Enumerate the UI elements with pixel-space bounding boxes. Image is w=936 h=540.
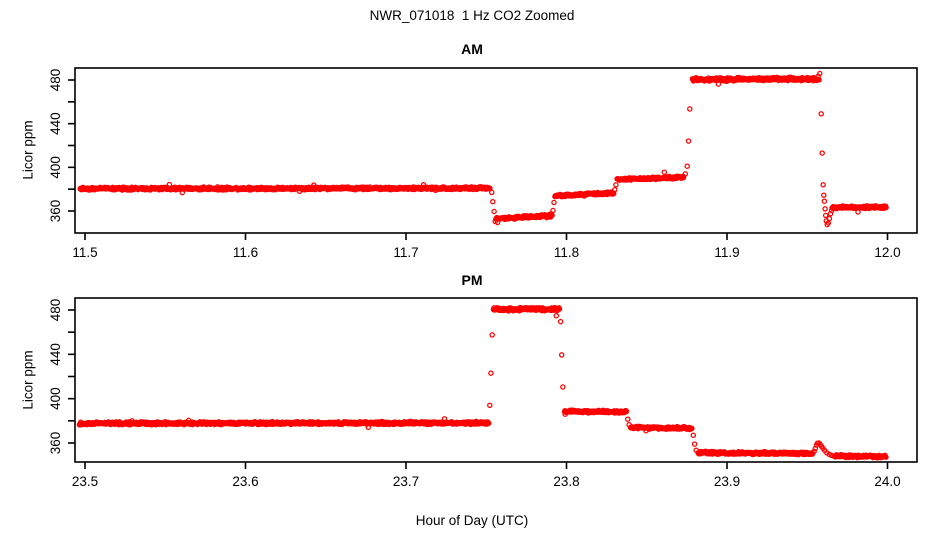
x-axis-label: Hour of Day (UTC) bbox=[415, 513, 529, 528]
panel-pm-y-axis-label: Licor ppm bbox=[20, 350, 36, 410]
am-x-axis: 11.5 11.6 11.7 11.8 11.9 12.0 bbox=[72, 233, 901, 260]
pm-y-tick-label: 360 bbox=[48, 432, 63, 455]
pm-x-tick-label: 23.5 bbox=[72, 474, 98, 489]
pm-y-tick-label: 400 bbox=[48, 387, 63, 410]
panel-pm-title: PM bbox=[461, 272, 483, 288]
am-y-tick-label: 360 bbox=[48, 200, 63, 223]
pm-x-axis: 23.5 23.6 23.7 23.8 23.9 24.0 bbox=[72, 462, 901, 489]
am-x-tick-label: 11.8 bbox=[554, 245, 579, 260]
pm-panel: 23.5 23.6 23.7 23.8 23.9 24.0 360 400 440 480 bbox=[48, 297, 918, 489]
pm-x-tick-label: 23.8 bbox=[553, 474, 579, 489]
am-plot-box bbox=[74, 67, 918, 234]
pm-x-tick-label: 23.7 bbox=[393, 474, 419, 489]
page-title: NWR_071018 1 Hz CO2 Zoomed bbox=[369, 8, 575, 23]
am-y-tick-label: 400 bbox=[48, 156, 63, 179]
am-x-tick-label: 11.5 bbox=[72, 245, 97, 260]
pm-y-tick-label: 440 bbox=[48, 343, 63, 366]
am-x-tick-label: 11.6 bbox=[233, 245, 258, 260]
panel-am-title: AM bbox=[461, 41, 483, 57]
pm-y-axis: 360 400 440 480 bbox=[48, 299, 75, 455]
pm-y-tick-label: 480 bbox=[48, 299, 63, 322]
am-y-tick-label: 440 bbox=[48, 112, 63, 135]
pm-x-tick-label: 23.9 bbox=[714, 474, 740, 489]
am-x-tick-label: 12.0 bbox=[874, 245, 900, 260]
am-x-tick-label: 11.7 bbox=[393, 245, 418, 260]
am-scatter-points bbox=[77, 70, 889, 228]
pm-plot-box bbox=[74, 297, 918, 463]
am-panel: 11.5 11.6 11.7 11.8 11.9 12.0 360 400 440 480 bbox=[48, 67, 918, 260]
am-y-axis: 360 400 440 480 bbox=[48, 69, 75, 223]
pm-x-tick-label: 23.6 bbox=[232, 474, 258, 489]
pm-x-tick-label: 24.0 bbox=[874, 474, 900, 489]
panel-am-y-axis-label: Licor ppm bbox=[20, 120, 36, 180]
pm-scatter-points bbox=[76, 304, 889, 461]
am-y-tick-label: 480 bbox=[48, 69, 63, 92]
am-x-tick-label: 11.9 bbox=[714, 245, 739, 260]
